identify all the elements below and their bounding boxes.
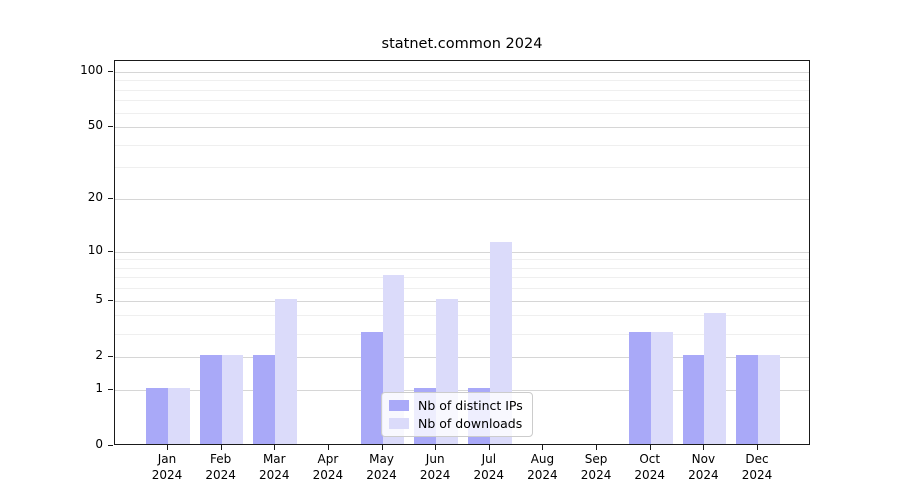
bar-distinct-ips-mar bbox=[253, 354, 276, 444]
x-axis-tick bbox=[756, 445, 758, 450]
bar-distinct-ips-oct bbox=[628, 331, 651, 444]
major-gridline bbox=[115, 251, 809, 253]
x-axis-tick bbox=[649, 445, 651, 450]
y-axis-label-50: 50 bbox=[87, 118, 103, 133]
x-axis-tick bbox=[381, 445, 383, 450]
y-axis-tick bbox=[108, 299, 113, 301]
x-axis-tick bbox=[542, 445, 544, 450]
x-axis-tick bbox=[220, 445, 222, 450]
minor-gridline bbox=[115, 267, 809, 269]
bar-distinct-ips-feb bbox=[199, 354, 222, 444]
minor-gridline bbox=[115, 80, 809, 82]
x-axis-label-mar: Mar 2024 bbox=[259, 452, 290, 482]
plot-area bbox=[114, 60, 810, 445]
minor-gridline bbox=[115, 259, 809, 261]
legend-label-downloads: Nb of downloads bbox=[418, 416, 523, 431]
x-axis-label-oct: Oct 2024 bbox=[634, 452, 665, 482]
minor-gridline bbox=[115, 167, 809, 169]
bar-distinct-ips-may bbox=[360, 331, 383, 444]
x-axis-label-apr: Apr 2024 bbox=[312, 452, 344, 482]
legend-label-distinct-ips: Nb of distinct IPs bbox=[418, 398, 523, 413]
minor-gridline bbox=[115, 112, 809, 114]
y-axis-tick bbox=[108, 198, 113, 200]
legend-item-distinct-ips: Nb of distinct IPs bbox=[389, 398, 523, 413]
major-gridline bbox=[115, 127, 809, 129]
bar-downloads-dec bbox=[757, 354, 780, 444]
legend: Nb of distinct IPs Nb of downloads bbox=[381, 392, 533, 437]
bar-distinct-ips-nov bbox=[682, 354, 705, 444]
bar-distinct-ips-dec bbox=[736, 354, 758, 444]
bar-downloads-mar bbox=[275, 298, 298, 444]
x-axis-label-jun: Jun 2024 bbox=[419, 452, 451, 482]
y-axis-tick bbox=[108, 250, 113, 252]
y-axis-tick bbox=[108, 388, 113, 390]
bar-distinct-ips-jan bbox=[146, 387, 168, 444]
major-gridline bbox=[115, 356, 809, 358]
bar-downloads-nov bbox=[704, 313, 727, 444]
minor-gridline bbox=[115, 89, 809, 91]
y-axis-label-5: 5 bbox=[95, 291, 103, 306]
x-axis-label-jan: Jan 2024 bbox=[151, 452, 183, 482]
y-axis-tick bbox=[108, 355, 113, 357]
x-axis-label-sep: Sep 2024 bbox=[580, 452, 612, 482]
y-axis-label-2: 2 bbox=[95, 347, 103, 362]
bar-downloads-jan bbox=[168, 387, 190, 444]
x-axis-label-aug: Aug 2024 bbox=[527, 452, 558, 482]
y-axis-label-20: 20 bbox=[87, 190, 103, 205]
x-axis-tick bbox=[274, 445, 276, 450]
bar-downloads-oct bbox=[650, 331, 673, 444]
x-axis-label-feb: Feb 2024 bbox=[205, 452, 236, 482]
legend-item-downloads: Nb of downloads bbox=[389, 416, 523, 431]
x-axis-tick bbox=[596, 445, 598, 450]
minor-gridline bbox=[115, 100, 809, 102]
chart-title: statnet.common 2024 bbox=[381, 36, 543, 52]
major-gridline bbox=[115, 71, 809, 73]
minor-gridline bbox=[115, 333, 809, 335]
x-axis-label-nov: Nov 2024 bbox=[688, 452, 719, 482]
x-axis-tick bbox=[488, 445, 490, 450]
x-axis-tick bbox=[327, 445, 329, 450]
x-axis-label-jul: Jul 2024 bbox=[473, 452, 505, 482]
bar-downloads-feb bbox=[221, 354, 244, 444]
y-axis-tick bbox=[108, 126, 113, 128]
x-axis-label-dec: Dec 2024 bbox=[741, 452, 773, 482]
y-axis-label-1: 1 bbox=[95, 380, 103, 395]
y-axis-label-10: 10 bbox=[87, 242, 103, 257]
x-axis-tick bbox=[435, 445, 437, 450]
legend-swatch-distinct-ips bbox=[389, 400, 409, 411]
minor-gridline bbox=[115, 277, 809, 279]
y-axis-tick bbox=[108, 70, 113, 72]
y-axis-label-0: 0 bbox=[95, 437, 103, 451]
minor-gridline bbox=[115, 315, 809, 317]
x-axis-tick bbox=[167, 445, 169, 450]
y-axis-tick bbox=[108, 445, 113, 446]
major-gridline bbox=[115, 389, 809, 391]
legend-swatch-downloads bbox=[389, 418, 409, 429]
major-gridline bbox=[115, 199, 809, 201]
y-axis-label-100: 100 bbox=[80, 62, 103, 77]
x-axis-label-may: May 2024 bbox=[366, 452, 397, 482]
major-gridline bbox=[115, 300, 809, 302]
minor-gridline bbox=[115, 144, 809, 146]
x-axis-tick bbox=[703, 445, 705, 450]
minor-gridline bbox=[115, 288, 809, 290]
